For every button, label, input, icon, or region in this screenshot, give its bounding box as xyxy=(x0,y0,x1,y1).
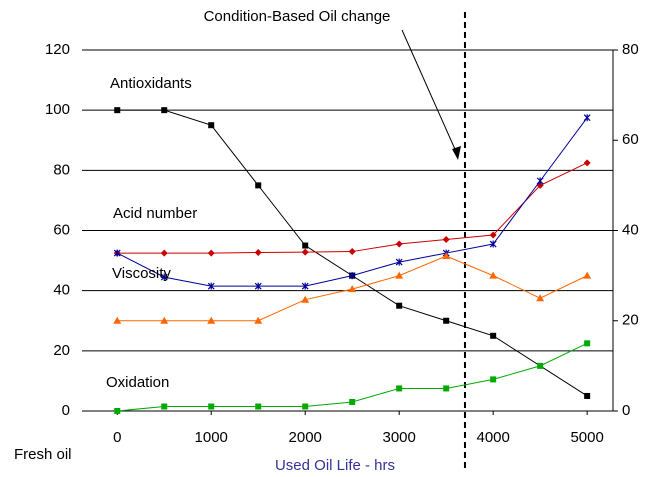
marker xyxy=(583,271,592,279)
marker xyxy=(583,159,591,167)
marker xyxy=(584,392,591,399)
arrow-head xyxy=(452,146,461,160)
marker xyxy=(537,362,544,369)
y-tick-label: 80 xyxy=(53,161,70,178)
x-tick-label: 1000 xyxy=(195,429,228,446)
marker xyxy=(490,332,497,339)
marker xyxy=(160,316,169,324)
y2-tick-label: 20 xyxy=(622,312,639,329)
x-axis-label: Used Oil Life - hrs xyxy=(275,457,395,474)
x-tick-label: 4000 xyxy=(476,429,509,446)
marker xyxy=(490,376,497,383)
marker xyxy=(443,317,450,324)
y2-tick-label: 60 xyxy=(622,131,639,148)
marker xyxy=(113,316,122,324)
marker xyxy=(442,236,450,244)
marker xyxy=(443,385,450,392)
y-tick-label: 120 xyxy=(45,41,70,58)
marker xyxy=(207,282,215,290)
series-line xyxy=(117,109,588,397)
marker xyxy=(208,122,215,129)
marker xyxy=(160,249,168,257)
marker xyxy=(395,240,403,248)
marker xyxy=(348,285,357,293)
marker xyxy=(396,385,403,392)
marker xyxy=(301,248,309,256)
marker xyxy=(395,271,404,279)
marker xyxy=(114,408,121,414)
marker xyxy=(395,258,403,266)
marker xyxy=(536,294,545,302)
y-tick-label: 40 xyxy=(53,282,70,299)
marker xyxy=(536,177,544,185)
marker xyxy=(396,302,403,309)
marker xyxy=(348,272,356,280)
marker xyxy=(255,182,262,189)
marker xyxy=(113,249,121,257)
marker xyxy=(442,252,451,260)
x-axis-note: Fresh oil xyxy=(14,446,72,463)
annotation-arrow xyxy=(401,29,459,157)
series-label: Viscosity xyxy=(112,265,171,282)
series-label: Oxidation xyxy=(106,374,169,391)
x-tick-label: 2000 xyxy=(289,429,322,446)
y2-tick-label: 40 xyxy=(622,221,639,238)
marker xyxy=(254,282,262,290)
series-label: Acid number xyxy=(113,205,197,222)
annotation: Condition-Based Oil change xyxy=(204,8,391,25)
marker xyxy=(160,273,168,281)
marker xyxy=(161,403,168,410)
y-tick-label: 100 xyxy=(45,101,70,118)
marker xyxy=(583,114,591,122)
series-line xyxy=(117,117,588,287)
marker xyxy=(114,107,121,114)
marker xyxy=(301,282,309,290)
marker xyxy=(489,240,497,248)
y2-tick-label: 80 xyxy=(622,41,639,58)
marker xyxy=(349,398,356,405)
marker xyxy=(302,242,309,249)
marker xyxy=(584,340,591,347)
x-tick-label: 3000 xyxy=(383,429,416,446)
y2-tick-label: 0 xyxy=(622,402,630,419)
y-tick-label: 20 xyxy=(53,342,70,359)
y-tick-label: 0 xyxy=(62,402,70,419)
marker xyxy=(208,403,215,410)
marker xyxy=(161,107,168,114)
marker xyxy=(207,316,216,324)
marker xyxy=(348,248,356,256)
marker xyxy=(207,249,215,257)
marker xyxy=(254,248,262,256)
marker xyxy=(489,231,497,239)
marker xyxy=(489,271,498,279)
marker xyxy=(254,316,263,324)
marker xyxy=(302,403,309,410)
x-tick-label: 5000 xyxy=(570,429,603,446)
x-tick-label: 0 xyxy=(113,429,121,446)
series-label: Antioxidants xyxy=(110,75,192,92)
y-tick-label: 60 xyxy=(53,221,70,238)
marker xyxy=(255,403,262,410)
marker xyxy=(301,295,310,303)
